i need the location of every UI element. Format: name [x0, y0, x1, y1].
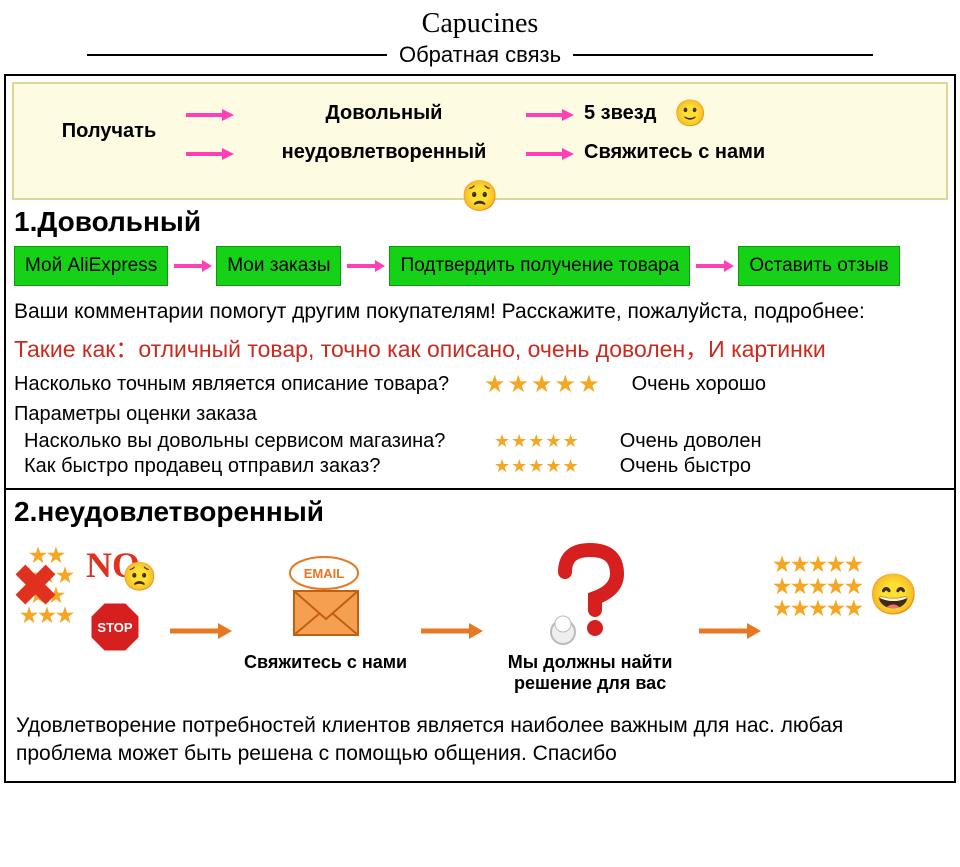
rating-answer: Очень быстро: [620, 455, 751, 478]
step-button[interactable]: Мой AliExpress: [14, 246, 168, 286]
stars-rows: ★★★★★ ★★★★★ ★★★★★: [773, 554, 863, 620]
solution-label: Мы должны найти решение для вас: [495, 652, 685, 694]
star-row: ★★★★★: [773, 554, 863, 576]
flow-five-stars: 5 звезд 🙂: [584, 98, 804, 129]
flow-grid: Получать Довольный 5 звезд 🙂 неудовлетво…: [34, 98, 926, 164]
arrow-icon: [172, 258, 212, 274]
stars-icon: ★★★★★: [494, 431, 580, 452]
flow-receive: Получать: [34, 120, 184, 143]
sad-face-icon: 😟: [122, 560, 157, 593]
svg-text:EMAIL: EMAIL: [303, 566, 344, 581]
step-button[interactable]: Оставить отзыв: [738, 246, 899, 286]
rating-row: Как быстро продавец отправил заказ? ★★★★…: [14, 455, 946, 478]
five-stars-label: 5 звезд: [584, 102, 656, 125]
no-stars-block: ★★★★★★★★★★ ✖ NO 😟 STOP: [16, 542, 156, 662]
rating-answer: Очень доволен: [620, 430, 762, 453]
divider-line: [573, 54, 873, 56]
stars-result-block: ★★★★★ ★★★★★ ★★★★★ 😄: [773, 542, 918, 620]
subtitle-row: Обратная связь: [0, 42, 960, 68]
main-container: Получать Довольный 5 звезд 🙂 неудовлетво…: [4, 74, 956, 783]
arrow-icon: [168, 621, 232, 646]
subtitle: Обратная связь: [399, 42, 561, 68]
rating-question: Как быстро продавец отправил заказ?: [24, 455, 494, 478]
crossed-stars-icon: ★★★★★★★★★★ ✖: [12, 546, 82, 656]
star-row: ★★★★★: [773, 576, 863, 598]
stars-icon: ★★★★★: [494, 456, 580, 477]
arrow-icon: [524, 107, 574, 121]
step-button[interactable]: Подтвердить получение товара: [389, 246, 690, 286]
footer-text: Удовлетворение потребностей клиентов явл…: [16, 712, 944, 769]
rating-row: Насколько точным является описание товар…: [14, 370, 946, 399]
dissatisfied-flow: ★★★★★★★★★★ ✖ NO 😟 STOP EMAIL: [16, 542, 944, 694]
flow-unsatisfied: неудовлетворенный: [244, 141, 524, 164]
flow-contact: Свяжитесь с нами: [584, 141, 804, 164]
green-steps: Мой AliExpress Мои заказы Подтвердить по…: [14, 246, 946, 286]
divider-line: [87, 54, 387, 56]
section-divider: [6, 488, 954, 490]
rating-row: Насколько вы довольны сервисом магазина?…: [14, 430, 946, 453]
rating-question: Насколько вы довольны сервисом магазина?: [24, 430, 494, 453]
arrow-icon: [694, 258, 734, 274]
arrow-icon: [184, 107, 234, 121]
params-label: Параметры оценки заказа: [14, 403, 946, 426]
stop-sign-icon: STOP: [88, 600, 142, 654]
arrow-icon: [184, 146, 234, 160]
brand-title: Capucines: [0, 8, 960, 40]
arrow-icon: [697, 621, 761, 646]
smiley-icon: 🙂: [674, 98, 706, 129]
star-row: ★★★★★: [773, 598, 863, 620]
email-block: EMAIL Свяжитесь с нами: [244, 542, 407, 673]
happy-face-icon: 😄: [869, 571, 919, 618]
rating-question: Насколько точным является описание товар…: [14, 373, 484, 396]
svg-text:STOP: STOP: [97, 620, 132, 635]
header: Capucines Обратная связь: [0, 0, 960, 68]
arrow-icon: [524, 146, 574, 160]
contact-label: Свяжитесь с нами: [244, 652, 407, 673]
rating-answer: Очень хорошо: [632, 373, 766, 396]
stars-icon: ★★★★★: [484, 370, 602, 399]
sad-face-icon: 😟: [461, 179, 498, 214]
arrow-icon: [345, 258, 385, 274]
flow-satisfied: Довольный: [244, 102, 524, 125]
question-block: Мы должны найти решение для вас: [495, 542, 685, 694]
email-icon: EMAIL: [266, 547, 386, 647]
question-mark-icon: [535, 542, 645, 652]
step-button[interactable]: Мои заказы: [216, 246, 341, 286]
arrow-icon: [419, 621, 483, 646]
comment-prompt: Ваши комментарии помогут другим покупате…: [14, 300, 946, 324]
example-text: Такие как：отличный товар, точно как опис…: [14, 330, 946, 364]
feedback-flow-box: Получать Довольный 5 звезд 🙂 неудовлетво…: [12, 82, 948, 200]
section2-title: 2.неудовлетворенный: [14, 496, 954, 528]
